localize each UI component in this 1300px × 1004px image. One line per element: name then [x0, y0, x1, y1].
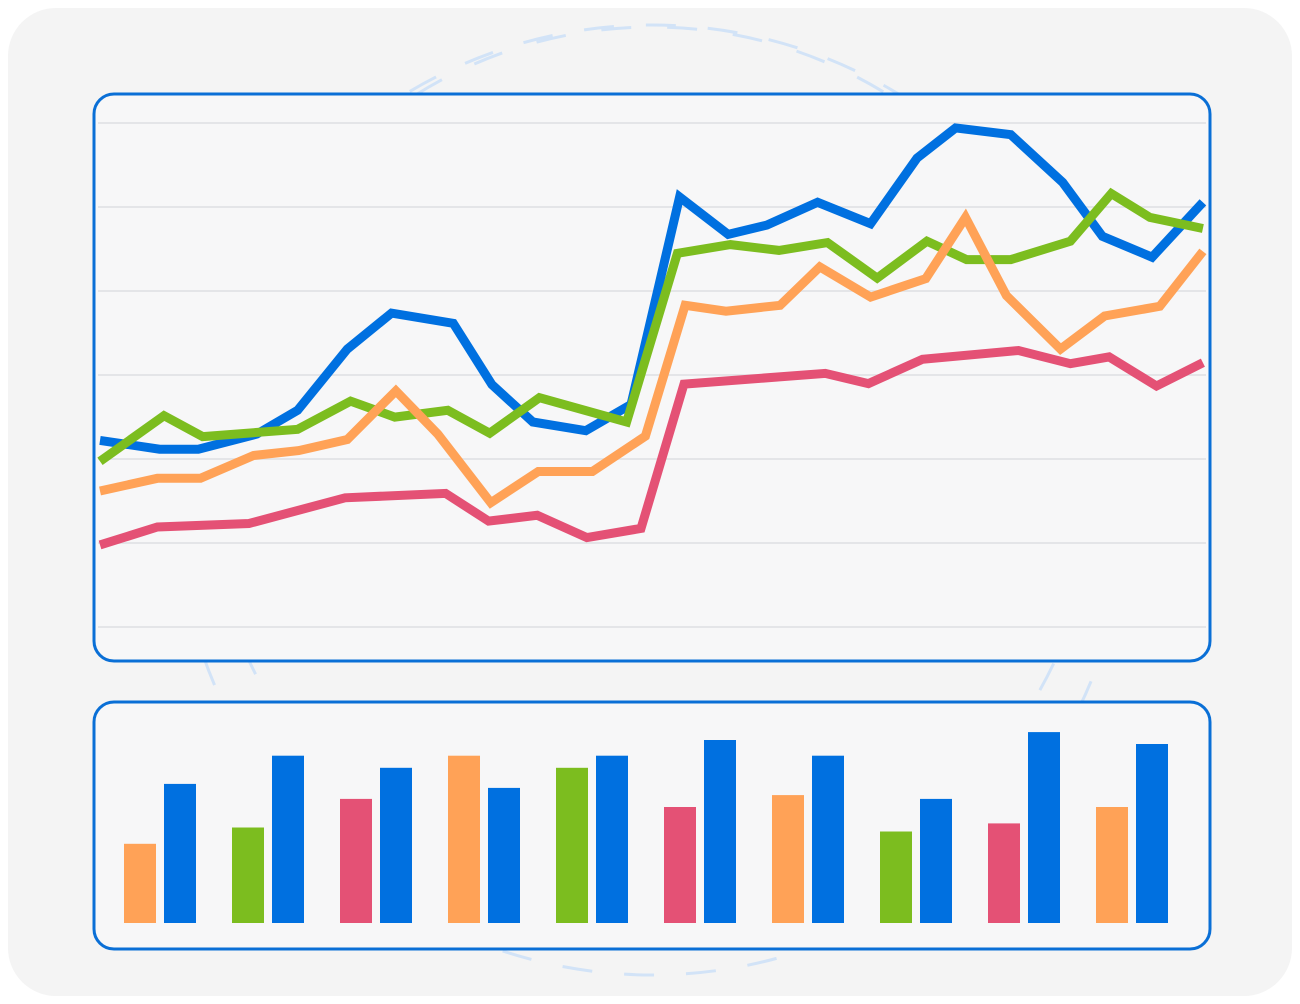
line-chart-gridlines — [98, 122, 1206, 628]
line-chart-frame — [92, 92, 1212, 663]
bar-5-green — [556, 767, 588, 923]
bar-10-orange — [1096, 807, 1128, 923]
line-series-green — [97, 187, 1204, 465]
bar-10-blue — [1136, 744, 1168, 923]
bar-group-3 — [340, 767, 412, 923]
bar-group-4 — [448, 755, 520, 923]
bar-group-8 — [880, 798, 952, 923]
bar-group-10 — [1096, 744, 1168, 923]
bar-3-pink — [340, 798, 372, 923]
bar-1-orange — [124, 843, 156, 923]
bar-group-6 — [664, 740, 736, 923]
bar-7-blue — [812, 755, 844, 923]
bar-7-orange — [772, 795, 804, 923]
bar-4-blue — [488, 787, 520, 923]
bar-3-blue — [380, 767, 412, 923]
bar-6-blue — [704, 740, 736, 923]
bar-8-blue — [920, 798, 952, 923]
bar-2-blue — [272, 755, 304, 923]
bar-group-2 — [232, 755, 304, 923]
bar-chart-bars — [124, 732, 1168, 923]
bar-5-blue — [596, 755, 628, 923]
line-series-blue — [99, 123, 1207, 454]
bar-8-green — [880, 831, 912, 923]
bar-6-pink — [664, 807, 696, 923]
bar-9-blue — [1028, 732, 1060, 923]
bar-group-1 — [124, 783, 196, 923]
line-chart-series — [97, 123, 1207, 550]
bar-2-green — [232, 827, 264, 923]
line-series-orange — [99, 208, 1207, 509]
line-chart-panel — [92, 92, 1212, 663]
bar-1-blue — [164, 783, 196, 923]
bar-group-7 — [772, 755, 844, 923]
bar-4-orange — [448, 755, 480, 923]
bar-9-pink — [988, 823, 1020, 923]
line-series-pink — [98, 345, 1205, 550]
bar-chart-panel — [92, 700, 1212, 951]
bar-group-9 — [988, 732, 1060, 923]
bar-group-5 — [556, 755, 628, 923]
